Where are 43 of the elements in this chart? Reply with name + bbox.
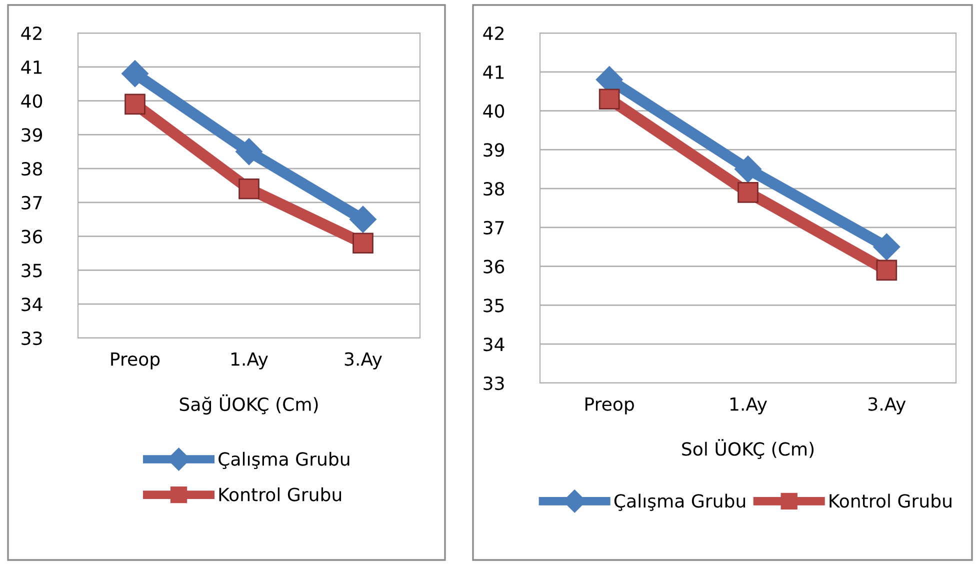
y-tick-label: 33: [484, 376, 504, 390]
legend-label: Çalışma Grubu: [614, 494, 746, 511]
point: [124, 94, 146, 115]
point: [876, 260, 898, 281]
y-tick-label: 36: [22, 230, 42, 244]
y-tick-label: 35: [484, 298, 504, 312]
x-tick-label: Preop: [111, 352, 160, 370]
y-tick-label: 33: [22, 331, 42, 346]
x-axis-title: Sağ ÜOKÇ (Cm): [180, 394, 318, 415]
y-tick-label: 39: [484, 143, 504, 157]
legend-label: Kontrol Grubu: [219, 487, 342, 502]
point: [738, 182, 758, 203]
y-tick-label: 42: [21, 26, 42, 40]
y-tick-label: 38: [22, 162, 42, 176]
y-tick-label: 41: [483, 66, 504, 79]
legend-label: Kontrol Grubu: [830, 494, 952, 508]
y-tick-label: 38: [484, 182, 504, 196]
x-tick-label: Preop: [586, 397, 634, 414]
y-tick-label: 36: [484, 260, 504, 274]
point: [873, 233, 900, 260]
point: [352, 232, 374, 254]
x-axis-title: Sol ÜOKÇ (Cm): [682, 439, 814, 460]
point: [350, 206, 376, 233]
y-tick-label: 40: [21, 94, 42, 108]
point: [122, 60, 148, 88]
y-tick-label: 34: [484, 338, 504, 352]
point: [598, 88, 620, 110]
y-tick-label: 40: [483, 104, 504, 118]
legend-label: Çalışma Grubu: [218, 452, 350, 470]
y-tick-label: 37: [484, 220, 504, 235]
x-tick-label: 3.Ay: [868, 397, 906, 414]
point: [236, 138, 262, 166]
x-tick-label: 3.Ay: [344, 352, 382, 370]
point: [238, 178, 260, 200]
point: [734, 156, 762, 183]
y-tick-label: 41: [21, 60, 42, 74]
y-tick-label: 37: [22, 196, 42, 210]
y-tick-label: 34: [22, 298, 42, 312]
y-tick-label: 39: [22, 128, 42, 142]
y-tick-label: 35: [22, 264, 42, 278]
x-tick-label: 1.Ay: [231, 352, 268, 370]
x-tick-label: 1.Ay: [730, 397, 767, 414]
y-tick-label: 42: [483, 26, 504, 40]
